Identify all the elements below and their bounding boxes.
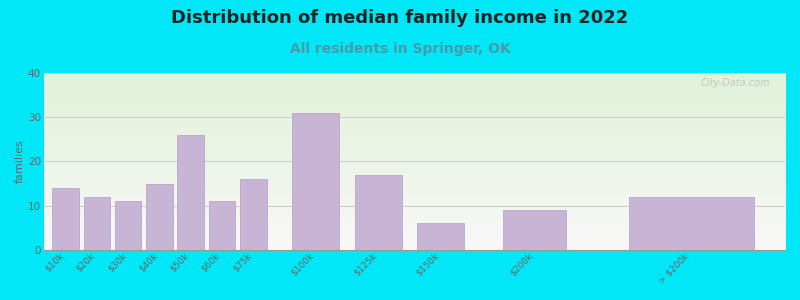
Bar — [418, 224, 464, 250]
Text: All residents in Springer, OK: All residents in Springer, OK — [290, 42, 510, 56]
Bar — [178, 135, 204, 250]
Bar — [503, 210, 566, 250]
Text: City-Data.com: City-Data.com — [701, 78, 770, 88]
Bar — [83, 197, 110, 250]
Bar — [115, 201, 142, 250]
Bar — [355, 175, 402, 250]
Y-axis label: families: families — [15, 140, 25, 183]
Bar — [292, 113, 339, 250]
Bar — [209, 201, 235, 250]
Bar — [52, 188, 79, 250]
Bar — [240, 179, 266, 250]
Bar — [146, 184, 173, 250]
Text: Distribution of median family income in 2022: Distribution of median family income in … — [171, 9, 629, 27]
Bar — [629, 197, 754, 250]
